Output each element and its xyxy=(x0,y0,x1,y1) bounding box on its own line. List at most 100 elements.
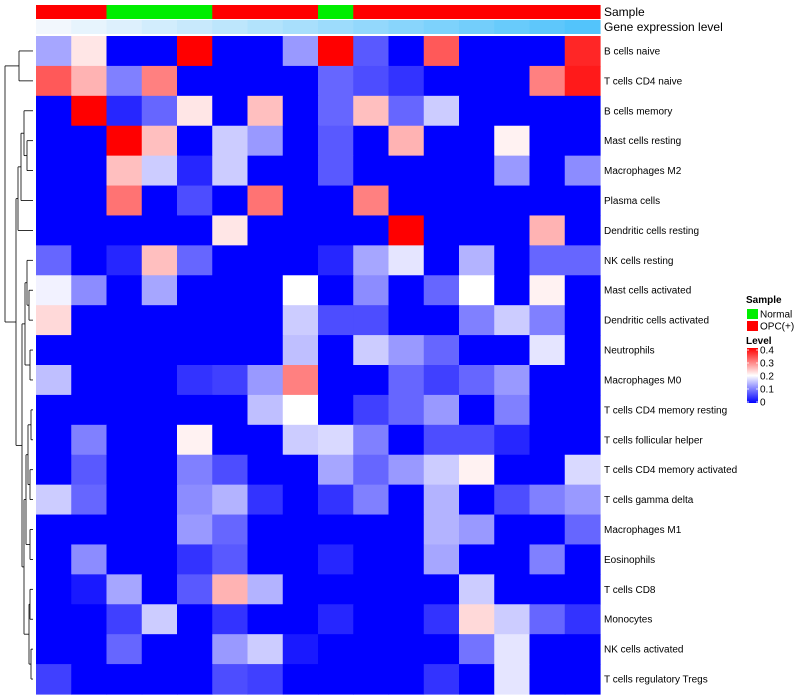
heatmap-cell xyxy=(494,275,531,306)
heatmap-cell xyxy=(212,394,249,426)
heatmap-cell xyxy=(459,95,495,127)
heatmap-cell xyxy=(529,245,566,276)
heatmap-cell xyxy=(423,275,460,306)
heatmap-cell xyxy=(177,275,213,306)
heatmap-cell xyxy=(353,95,390,127)
heatmap-cell xyxy=(106,544,143,575)
heatmap-cell xyxy=(388,365,425,396)
heatmap-cell xyxy=(529,95,566,127)
legend-swatch xyxy=(747,309,758,319)
expression-annotation-cell xyxy=(247,20,284,34)
heatmap-cell xyxy=(177,155,213,187)
heatmap-cell xyxy=(141,454,178,486)
heatmap-cell xyxy=(177,604,213,635)
heatmap-cell xyxy=(529,574,566,605)
row-dendrogram xyxy=(4,50,33,680)
heatmap-cell xyxy=(529,454,566,486)
heatmap-cell xyxy=(494,65,531,97)
heatmap-cell xyxy=(177,424,213,456)
expression-annotation-cell xyxy=(71,20,108,34)
heatmap-cell xyxy=(141,574,178,605)
heatmap-cell xyxy=(282,634,319,665)
legend-tick-label: 0.2 xyxy=(760,372,774,383)
sample-annotation-cell xyxy=(353,5,390,19)
heatmap-cell xyxy=(36,424,72,456)
heatmap-cell xyxy=(494,36,531,67)
heatmap-cell xyxy=(388,454,425,486)
heatmap-cell xyxy=(36,245,72,276)
heatmap-cell xyxy=(459,424,495,456)
heatmap-cell xyxy=(388,484,425,516)
heatmap-cell xyxy=(71,574,108,605)
heatmap-cell xyxy=(423,335,460,366)
heatmap-cell xyxy=(564,95,601,127)
heatmap-cell xyxy=(459,155,495,187)
heatmap-cell xyxy=(353,454,390,486)
heatmap-cell xyxy=(177,185,213,217)
heatmap-cell xyxy=(423,634,460,665)
heatmap-cell xyxy=(212,275,249,306)
heatmap-cell xyxy=(36,335,72,366)
heatmap-cell xyxy=(564,275,601,306)
expression-annotation-cell xyxy=(529,20,566,34)
heatmap-cell xyxy=(36,215,72,246)
heatmap-cell xyxy=(423,514,460,546)
heatmap-cell xyxy=(36,664,72,695)
heatmap-cell xyxy=(71,604,108,635)
heatmap-cell xyxy=(106,484,143,516)
heatmap-cell xyxy=(247,365,284,396)
heatmap-cell xyxy=(36,125,72,157)
heatmap-cell xyxy=(212,544,249,575)
heatmap-cell xyxy=(529,365,566,396)
heatmap-cell xyxy=(106,155,143,187)
heatmap-cell xyxy=(282,155,319,187)
heatmap-cell xyxy=(318,574,354,605)
heatmap-cell xyxy=(353,65,390,97)
heatmap-cell xyxy=(141,305,178,336)
heatmap-cell xyxy=(71,125,108,157)
sample-annotation-cell xyxy=(36,5,72,19)
heatmap-cell xyxy=(564,604,601,635)
heatmap-cell xyxy=(494,394,531,426)
heatmap-cell xyxy=(282,664,319,695)
row-label: Dendritic cells resting xyxy=(604,226,699,237)
heatmap-cell xyxy=(388,514,425,546)
heatmap-cell xyxy=(141,424,178,456)
legend-tick-label: 0.4 xyxy=(760,346,774,357)
heatmap-cell xyxy=(141,335,178,366)
row-label: Macrophages M0 xyxy=(604,376,682,387)
heatmap-cell xyxy=(459,125,495,157)
heatmap-cell xyxy=(423,484,460,516)
heatmap-cell xyxy=(564,125,601,157)
sample-annotation-cell xyxy=(247,5,284,19)
heatmap-cell xyxy=(247,305,284,336)
heatmap-cell xyxy=(71,275,108,306)
sample-annotation-cell xyxy=(564,5,601,19)
heatmap-cell xyxy=(106,365,143,396)
heatmap-cell xyxy=(177,544,213,575)
heatmap-cell xyxy=(564,365,601,396)
heatmap-cell xyxy=(318,514,354,546)
expression-annotation-cell xyxy=(564,20,601,34)
heatmap-cell xyxy=(71,484,108,516)
heatmap-cell xyxy=(318,544,354,575)
heatmap-cell xyxy=(247,245,284,276)
heatmap-cell xyxy=(106,275,143,306)
heatmap-cell xyxy=(177,335,213,366)
heatmap-cell xyxy=(459,335,495,366)
heatmap-cell xyxy=(529,514,566,546)
heatmap-cell xyxy=(353,484,390,516)
heatmap-cell xyxy=(71,335,108,366)
heatmap-cell xyxy=(318,305,354,336)
annotation-label-expression: Gene expression level xyxy=(604,20,723,34)
heatmap-cell xyxy=(318,65,354,97)
legend-level-colorbar xyxy=(747,348,758,403)
heatmap-cell xyxy=(177,394,213,426)
heatmap-cell xyxy=(212,125,249,157)
sample-annotation-cell xyxy=(459,5,495,19)
heatmap-cell xyxy=(106,335,143,366)
heatmap-cell xyxy=(282,394,319,426)
heatmap-cell xyxy=(106,574,143,605)
row-label: Monocytes xyxy=(604,615,652,626)
heatmap-cell xyxy=(564,574,601,605)
